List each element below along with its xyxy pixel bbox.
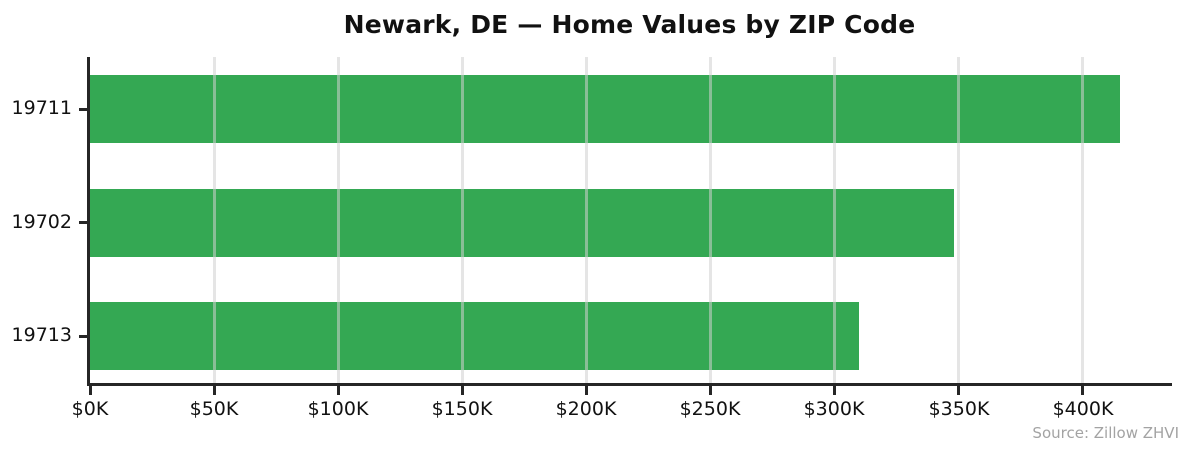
gridline-100000 — [337, 57, 340, 383]
x-tick-label-300000: $300K — [803, 398, 865, 420]
y-axis-spine — [87, 57, 90, 386]
x-tick-400000 — [1081, 386, 1084, 395]
gridline-300000 — [833, 57, 836, 383]
x-tick-label-350000: $350K — [928, 398, 990, 420]
chart-title: Newark, DE — Home Values by ZIP Code — [343, 10, 916, 39]
y-tick-label-19713: 19713 — [11, 324, 72, 346]
bar-19711 — [90, 75, 1120, 143]
bar-19702 — [90, 188, 954, 257]
x-tick-label-400000: $400K — [1052, 398, 1114, 420]
x-tick-label-50000: $50K — [189, 398, 239, 420]
x-tick-label-200000: $200K — [555, 398, 617, 420]
x-tick-150000 — [461, 386, 464, 395]
gridline-350000 — [957, 57, 960, 383]
x-tick-350000 — [957, 386, 960, 395]
x-tick-250000 — [709, 386, 712, 395]
x-tick-label-0: $0K — [71, 398, 109, 420]
bar-19713 — [90, 302, 859, 370]
y-tick-19711 — [79, 108, 87, 111]
x-tick-label-100000: $100K — [307, 398, 369, 420]
x-tick-0 — [89, 386, 92, 395]
y-tick-19702 — [79, 221, 87, 224]
plot-area — [90, 57, 1172, 383]
y-tick-label-19702: 19702 — [11, 211, 72, 233]
x-tick-label-250000: $250K — [679, 398, 741, 420]
gridline-400000 — [1081, 57, 1084, 383]
x-tick-100000 — [337, 386, 340, 395]
y-tick-label-19711: 19711 — [11, 97, 72, 119]
x-axis-spine — [87, 383, 1172, 386]
y-tick-19713 — [79, 335, 87, 338]
x-tick-200000 — [585, 386, 588, 395]
gridline-50000 — [213, 57, 216, 383]
gridline-150000 — [461, 57, 464, 383]
gridline-200000 — [585, 57, 588, 383]
x-tick-label-150000: $150K — [431, 398, 493, 420]
x-tick-50000 — [213, 386, 216, 395]
x-tick-300000 — [833, 386, 836, 395]
source-annotation: Source: Zillow ZHVI — [1032, 424, 1179, 442]
gridline-250000 — [709, 57, 712, 383]
